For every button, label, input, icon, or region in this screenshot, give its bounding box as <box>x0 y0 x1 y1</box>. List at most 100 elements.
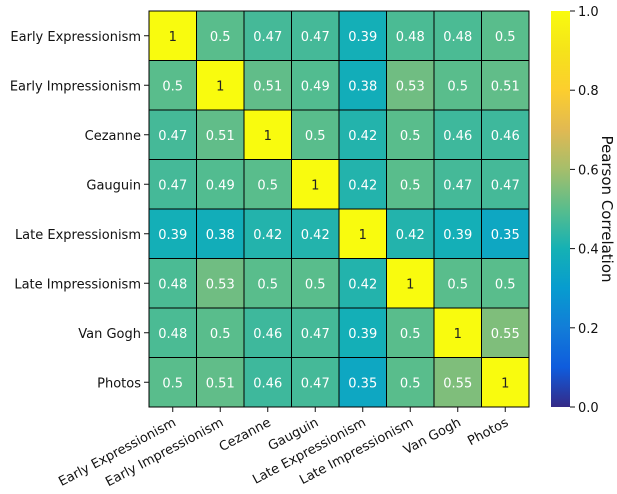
cell-value-label: 1 <box>454 327 462 342</box>
cell-value-label: 1 <box>311 178 319 193</box>
heatmap-cell <box>243 357 292 408</box>
cell-value-label: 0.5 <box>495 30 516 45</box>
cell-value-label: 0.46 <box>253 376 282 391</box>
cell-value-label: 0.47 <box>158 178 187 193</box>
heatmap-cell <box>433 208 482 259</box>
cell-value-label: 0.5 <box>400 376 421 391</box>
cell-value-label: 0.5 <box>257 277 278 292</box>
heatmap-cell <box>386 60 435 111</box>
cell-value-label: 0.47 <box>301 376 330 391</box>
cell-value-label: 0.5 <box>447 79 468 94</box>
cell-value-label: 0.5 <box>305 129 326 144</box>
heatmap-cell <box>338 307 387 358</box>
cell-value-label: 0.39 <box>348 30 377 45</box>
cell-value-label: 0.42 <box>301 228 330 243</box>
cell-value-label: 0.39 <box>348 327 377 342</box>
cell-value-label: 0.38 <box>206 228 235 243</box>
cell-value-label: 0.5 <box>257 178 278 193</box>
cell-value-label: 1 <box>216 79 224 94</box>
cell-value-label: 0.51 <box>491 79 520 94</box>
heatmap-cell <box>386 109 435 160</box>
colorbar-ticks: 0.0 0.2 0.4 0.6 0.8 1.0 <box>570 5 599 416</box>
cell-value-label: 0.5 <box>210 30 231 45</box>
row-tick-label: Cezanne <box>85 129 141 144</box>
heatmap-cell <box>481 60 530 111</box>
colorbar-gradient <box>551 11 570 407</box>
cell-value-label: 0.42 <box>348 277 377 292</box>
row-tick-label: Photos <box>97 376 141 391</box>
cell-value-label: 0.5 <box>400 327 421 342</box>
heatmap-cell <box>196 307 245 358</box>
heatmap-cell <box>291 159 340 210</box>
cell-value-label: 0.53 <box>206 277 235 292</box>
cell-value-label: 0.55 <box>443 376 472 391</box>
cell-value-label: 0.42 <box>348 129 377 144</box>
heatmap-cell <box>481 258 530 309</box>
cell-value-label: 0.47 <box>443 178 472 193</box>
colorbar-label: Pearson Correlation <box>598 135 616 282</box>
cell-value-label: 0.39 <box>443 228 472 243</box>
cell-value-label: 0.35 <box>348 376 377 391</box>
heatmap-cells: 1 0.5 0.47 0.47 0.39 0.48 0.48 0.50.5 1 0.51 0.49 0… <box>148 10 530 408</box>
column-tick-label: Cezanne <box>217 415 274 455</box>
cell-value-label: 0.5 <box>400 129 421 144</box>
cell-value-label: 0.42 <box>348 178 377 193</box>
heatmap-cell <box>243 109 292 160</box>
cell-value-label: 0.51 <box>253 79 282 94</box>
heatmap-cell <box>481 357 530 408</box>
cell-value-label: 1 <box>501 376 509 391</box>
cell-value-label: 1 <box>264 129 272 144</box>
row-tick-labels: Early Expressionism Early Impressionism Ce… <box>10 30 149 391</box>
cell-value-label: 0.48 <box>396 30 425 45</box>
cell-value-label: 0.42 <box>253 228 282 243</box>
heatmap-cell <box>196 258 245 309</box>
heatmap-cell <box>196 10 245 61</box>
heatmap-cell <box>291 60 340 111</box>
heatmap-cell <box>196 60 245 111</box>
heatmap-cell <box>386 258 435 309</box>
heatmap-cell <box>481 10 530 61</box>
heatmap-cell <box>338 258 387 309</box>
cell-value-label: 0.48 <box>158 327 187 342</box>
heatmap-cell <box>243 10 292 61</box>
colorbar-tick-label: 0.0 <box>578 401 599 416</box>
cell-value-label: 0.46 <box>491 129 520 144</box>
heatmap-cell <box>433 159 482 210</box>
cell-value-label: 0.47 <box>158 129 187 144</box>
column-tick-label: Photos <box>465 415 511 449</box>
cell-value-label: 0.46 <box>443 129 472 144</box>
cell-value-label: 0.5 <box>495 277 516 292</box>
colorbar: 0.0 0.2 0.4 0.6 0.8 1.0 Pearson Correlation <box>551 5 616 416</box>
row-tick-label: Early Impressionism <box>10 79 141 94</box>
heatmap-cell <box>196 109 245 160</box>
heatmap-cell <box>291 109 340 160</box>
cell-value-label: 1 <box>169 30 177 45</box>
heatmap-cell <box>148 10 197 61</box>
cell-value-label: 0.47 <box>491 178 520 193</box>
cell-value-label: 0.46 <box>253 327 282 342</box>
cell-value-label: 0.38 <box>348 79 377 94</box>
cell-value-label: 0.48 <box>443 30 472 45</box>
colorbar-tick-label: 1.0 <box>578 5 599 20</box>
heatmap-cell <box>243 159 292 210</box>
cell-value-label: 1 <box>359 228 367 243</box>
cell-value-label: 0.5 <box>447 277 468 292</box>
heatmap-cell <box>338 208 387 259</box>
cell-value-label: 0.48 <box>158 277 187 292</box>
colorbar-tick-label: 0.2 <box>578 322 599 337</box>
heatmap-cell <box>338 109 387 160</box>
cell-value-label: 0.49 <box>206 178 235 193</box>
cell-value-label: 0.55 <box>491 327 520 342</box>
heatmap-cell <box>433 109 482 160</box>
row-tick-label: Gauguin <box>86 178 141 193</box>
cell-value-label: 0.47 <box>301 30 330 45</box>
row-tick-label: Van Gogh <box>78 327 141 342</box>
heatmap-cell <box>148 307 197 358</box>
cell-value-label: 0.51 <box>206 129 235 144</box>
cell-value-label: 0.47 <box>301 327 330 342</box>
colorbar-tick-label: 0.6 <box>578 163 599 178</box>
colorbar-tick-label: 0.4 <box>578 243 599 258</box>
heatmap-cell <box>338 159 387 210</box>
